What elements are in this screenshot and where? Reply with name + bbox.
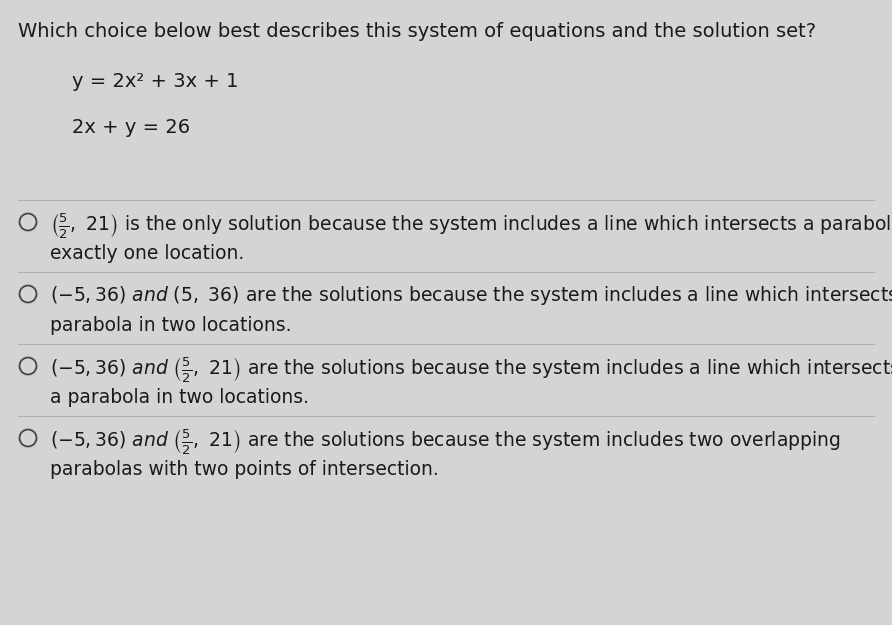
Text: $(-5,36)$ $\mathit{and}$ $\left(\frac{5}{2},\ 21\right)$ are the solutions becau: $(-5,36)$ $\mathit{and}$ $\left(\frac{5}…	[50, 356, 892, 386]
Text: parabola in two locations.: parabola in two locations.	[50, 316, 292, 335]
Text: $\left(\frac{5}{2},\ 21\right)$ is the only solution because the system includes: $\left(\frac{5}{2},\ 21\right)$ is the o…	[50, 212, 892, 241]
Text: parabolas with two points of intersection.: parabolas with two points of intersectio…	[50, 460, 439, 479]
Text: $(-5,36)$ $\mathit{and}$ $\left(\frac{5}{2},\ 21\right)$ are the solutions becau: $(-5,36)$ $\mathit{and}$ $\left(\frac{5}…	[50, 428, 840, 458]
Text: $(-5,36)$ $\mathit{and}$ $(5,\ 36)$ are the solutions because the system include: $(-5,36)$ $\mathit{and}$ $(5,\ 36)$ are …	[50, 284, 892, 307]
Text: y = 2x² + 3x + 1: y = 2x² + 3x + 1	[72, 72, 238, 91]
Text: a parabola in two locations.: a parabola in two locations.	[50, 388, 309, 407]
Text: Which choice below best describes this system of equations and the solution set?: Which choice below best describes this s…	[18, 22, 816, 41]
Text: 2x + y = 26: 2x + y = 26	[72, 118, 190, 137]
Text: exactly one location.: exactly one location.	[50, 244, 244, 263]
